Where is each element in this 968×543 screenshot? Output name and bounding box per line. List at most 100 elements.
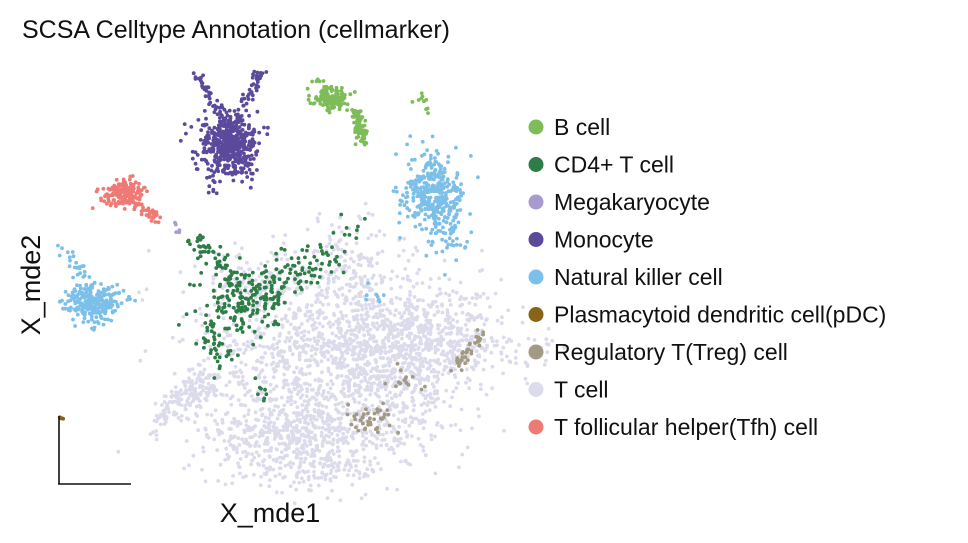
scatter-point: [248, 314, 253, 318]
scatter-point: [421, 195, 426, 200]
scatter-point: [220, 286, 225, 290]
scatter-point: [71, 275, 75, 280]
scatter-point: [439, 177, 444, 182]
scatter-point: [254, 305, 258, 310]
scatter-point: [273, 474, 278, 478]
scatter-point: [285, 257, 290, 262]
scatter-point: [263, 306, 267, 311]
scatter-point: [360, 415, 365, 420]
scatter-point: [394, 384, 398, 389]
scatter-point: [454, 176, 459, 180]
scatter-point: [177, 228, 182, 233]
scatter-point: [304, 372, 308, 377]
scatter-point: [430, 239, 435, 244]
scatter-point: [245, 339, 250, 344]
scatter-point: [136, 189, 140, 193]
scatter-point: [372, 417, 376, 422]
scatter-point: [212, 376, 217, 380]
scatter-point: [215, 422, 220, 426]
scatter-point: [383, 363, 388, 368]
scatter-point: [444, 317, 448, 322]
scatter-point: [331, 437, 336, 442]
scatter-point: [411, 253, 415, 257]
scatter-point: [279, 246, 284, 251]
scatter-point: [337, 225, 342, 230]
scatter-point: [373, 456, 377, 460]
scatter-point: [335, 96, 339, 101]
scatter-point: [447, 359, 452, 363]
scatter-point: [240, 246, 244, 251]
scatter-point: [231, 352, 235, 356]
scatter-point: [352, 333, 356, 337]
scatter-point: [137, 181, 141, 186]
scatter-point: [153, 220, 158, 224]
scatter-point: [459, 368, 464, 372]
scatter-point: [227, 108, 232, 113]
scatter-point: [334, 85, 339, 90]
scatter-point: [436, 151, 440, 156]
scatter-point: [441, 349, 446, 354]
scatter-point: [349, 256, 353, 261]
scatter-point: [267, 346, 272, 351]
scatter-point: [352, 90, 357, 94]
scatter-point: [413, 210, 417, 215]
scatter-point: [154, 413, 159, 418]
scatter-point: [424, 200, 428, 205]
scatter-point: [211, 149, 216, 154]
scatter-point: [218, 462, 223, 467]
scatter-point: [423, 453, 428, 458]
scatter-point: [229, 434, 233, 439]
scatter-point: [362, 284, 366, 289]
scatter-point: [334, 475, 338, 480]
scatter-point: [285, 399, 290, 404]
scatter-point: [435, 323, 440, 327]
scatter-point: [304, 450, 309, 454]
scatter-point: [225, 289, 230, 293]
scatter-point: [148, 432, 153, 436]
scatter-point: [306, 469, 310, 474]
scatter-point: [372, 411, 377, 416]
scatter-point: [298, 463, 303, 468]
scatter-point: [385, 376, 390, 381]
scatter-point: [423, 207, 428, 212]
scatter-point: [66, 308, 71, 313]
scatter-point: [224, 110, 229, 115]
scatter-point: [243, 285, 248, 290]
scatter-point: [230, 481, 235, 486]
scatter-point: [444, 201, 448, 206]
scatter-point: [436, 396, 440, 401]
scatter-point: [339, 212, 344, 217]
scatter-point: [98, 314, 103, 319]
scatter-point: [360, 130, 365, 135]
scatter-point: [480, 346, 485, 351]
scatter-point: [322, 94, 327, 99]
scatter-point: [103, 309, 108, 314]
scatter-point: [362, 321, 367, 326]
scatter-point: [426, 303, 431, 307]
scatter-point: [263, 303, 268, 308]
scatter-point: [282, 360, 286, 364]
scatter-point: [254, 450, 259, 455]
scatter-point: [436, 210, 440, 215]
scatter-point: [337, 239, 341, 244]
scatter-point: [246, 301, 251, 305]
scatter-point: [101, 322, 106, 327]
scatter-point: [302, 329, 307, 334]
scatter-point: [103, 317, 107, 322]
scatter-point: [334, 344, 338, 348]
scatter-point: [317, 293, 322, 297]
scatter-point: [501, 345, 506, 350]
scatter-point: [433, 369, 437, 374]
scatter-point: [258, 483, 263, 488]
scatter-point: [212, 125, 217, 130]
scatter-point: [327, 263, 331, 267]
scatter-point: [220, 266, 225, 270]
scatter-point: [402, 310, 407, 315]
scatter-point: [205, 412, 210, 417]
scatter-point: [350, 367, 355, 371]
scatter-point: [470, 365, 474, 370]
scatter-point: [451, 360, 455, 365]
scatter-point: [312, 101, 317, 105]
scatter-point: [543, 358, 548, 363]
scatter-point: [332, 313, 337, 318]
